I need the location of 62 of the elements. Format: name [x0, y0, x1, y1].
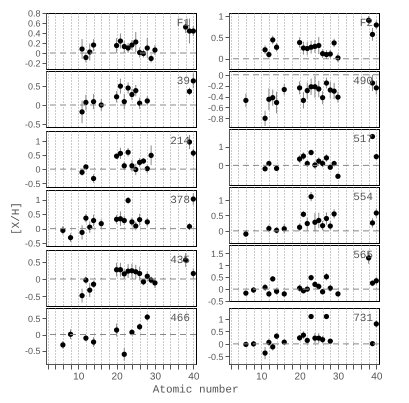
y-tick-label: 0 [218, 226, 224, 236]
y-tick-label: 1 [35, 195, 40, 206]
x-tick-label: 20 [294, 372, 306, 382]
y-tick-label: 0 [35, 100, 40, 111]
annotation: F2 [360, 18, 373, 30]
y-tick-label: -0.5 [24, 346, 40, 356]
y-tick-label: 0.5 [210, 32, 224, 43]
annotation: 39 [176, 76, 190, 88]
y-tick-label: -0.8 [208, 114, 224, 124]
x-tick-label: 20 [112, 372, 124, 382]
y-tick-label: 0 [218, 339, 224, 350]
y-tick-label: 0 [35, 164, 40, 175]
x-tick-label: 40 [188, 372, 200, 382]
y-tick-label: 0.4 [28, 28, 40, 38]
y-tick-label: 0.5 [210, 326, 224, 337]
y-tick-label: -0.2 [208, 81, 224, 92]
x-tick-label: 30 [150, 372, 162, 382]
y-tick-label: 0.5 [28, 82, 40, 92]
x-tick-label: 40 [371, 372, 383, 382]
y-tick-label: -0.4 [208, 92, 224, 102]
y-tick-label: 0 [218, 54, 224, 64]
y-tick-label: 1 [218, 142, 224, 152]
y-tick-label: 1 [218, 314, 224, 324]
y-tick-label: 0 [218, 284, 224, 295]
y-tick-label: -0.5 [24, 292, 40, 302]
y-tick-label: -0.5 [24, 119, 40, 130]
y-tick-label: -0.5 [208, 296, 224, 306]
annotation: 731 [353, 313, 374, 325]
x-axis-title: Atomic number [152, 384, 239, 396]
y-tick-label: 1.5 [210, 248, 224, 259]
y-tick-label: 1 [218, 11, 224, 22]
annotation: 554 [353, 192, 374, 204]
y-tick-label: 0 [35, 274, 40, 285]
y-tick-label: 0.5 [28, 210, 40, 220]
annotation: 466 [170, 313, 190, 325]
y-tick-label: 0 [35, 330, 40, 340]
y-axis-title: [X/H] [10, 202, 23, 236]
y-tick-label: 1 [218, 260, 224, 271]
y-tick-label: 1 [218, 195, 224, 206]
y-tick-label: 0 [218, 70, 224, 80]
y-tick-label: 0 [218, 160, 224, 171]
x-tick-label: 10 [73, 372, 85, 382]
y-tick-label: -0.6 [208, 102, 224, 113]
y-tick-label: 0 [35, 224, 40, 234]
y-tick-label: 0.2 [28, 38, 40, 48]
y-tick-label: 0.5 [28, 257, 40, 268]
y-tick-label: 0.5 [28, 314, 40, 324]
y-tick-label: 0.8 [28, 8, 40, 18]
x-tick-label: 10 [256, 372, 268, 382]
annotation: 517 [353, 134, 373, 146]
y-tick-label: 1 [35, 136, 40, 146]
y-tick-label: 0.5 [210, 272, 224, 283]
annotation: 378 [170, 195, 190, 207]
y-tick-label: -0.2 [24, 58, 40, 68]
y-tick-label: -0.5 [24, 238, 40, 249]
y-tick-label: 0.5 [210, 210, 224, 221]
x-tick-label: 30 [332, 372, 344, 382]
y-tick-label: 0.6 [28, 18, 40, 28]
y-tick-label: -0.5 [24, 178, 40, 189]
y-tick-label: -0.5 [208, 352, 224, 362]
y-tick-label: 0.5 [28, 150, 40, 161]
y-tick-label: 0 [35, 48, 40, 58]
